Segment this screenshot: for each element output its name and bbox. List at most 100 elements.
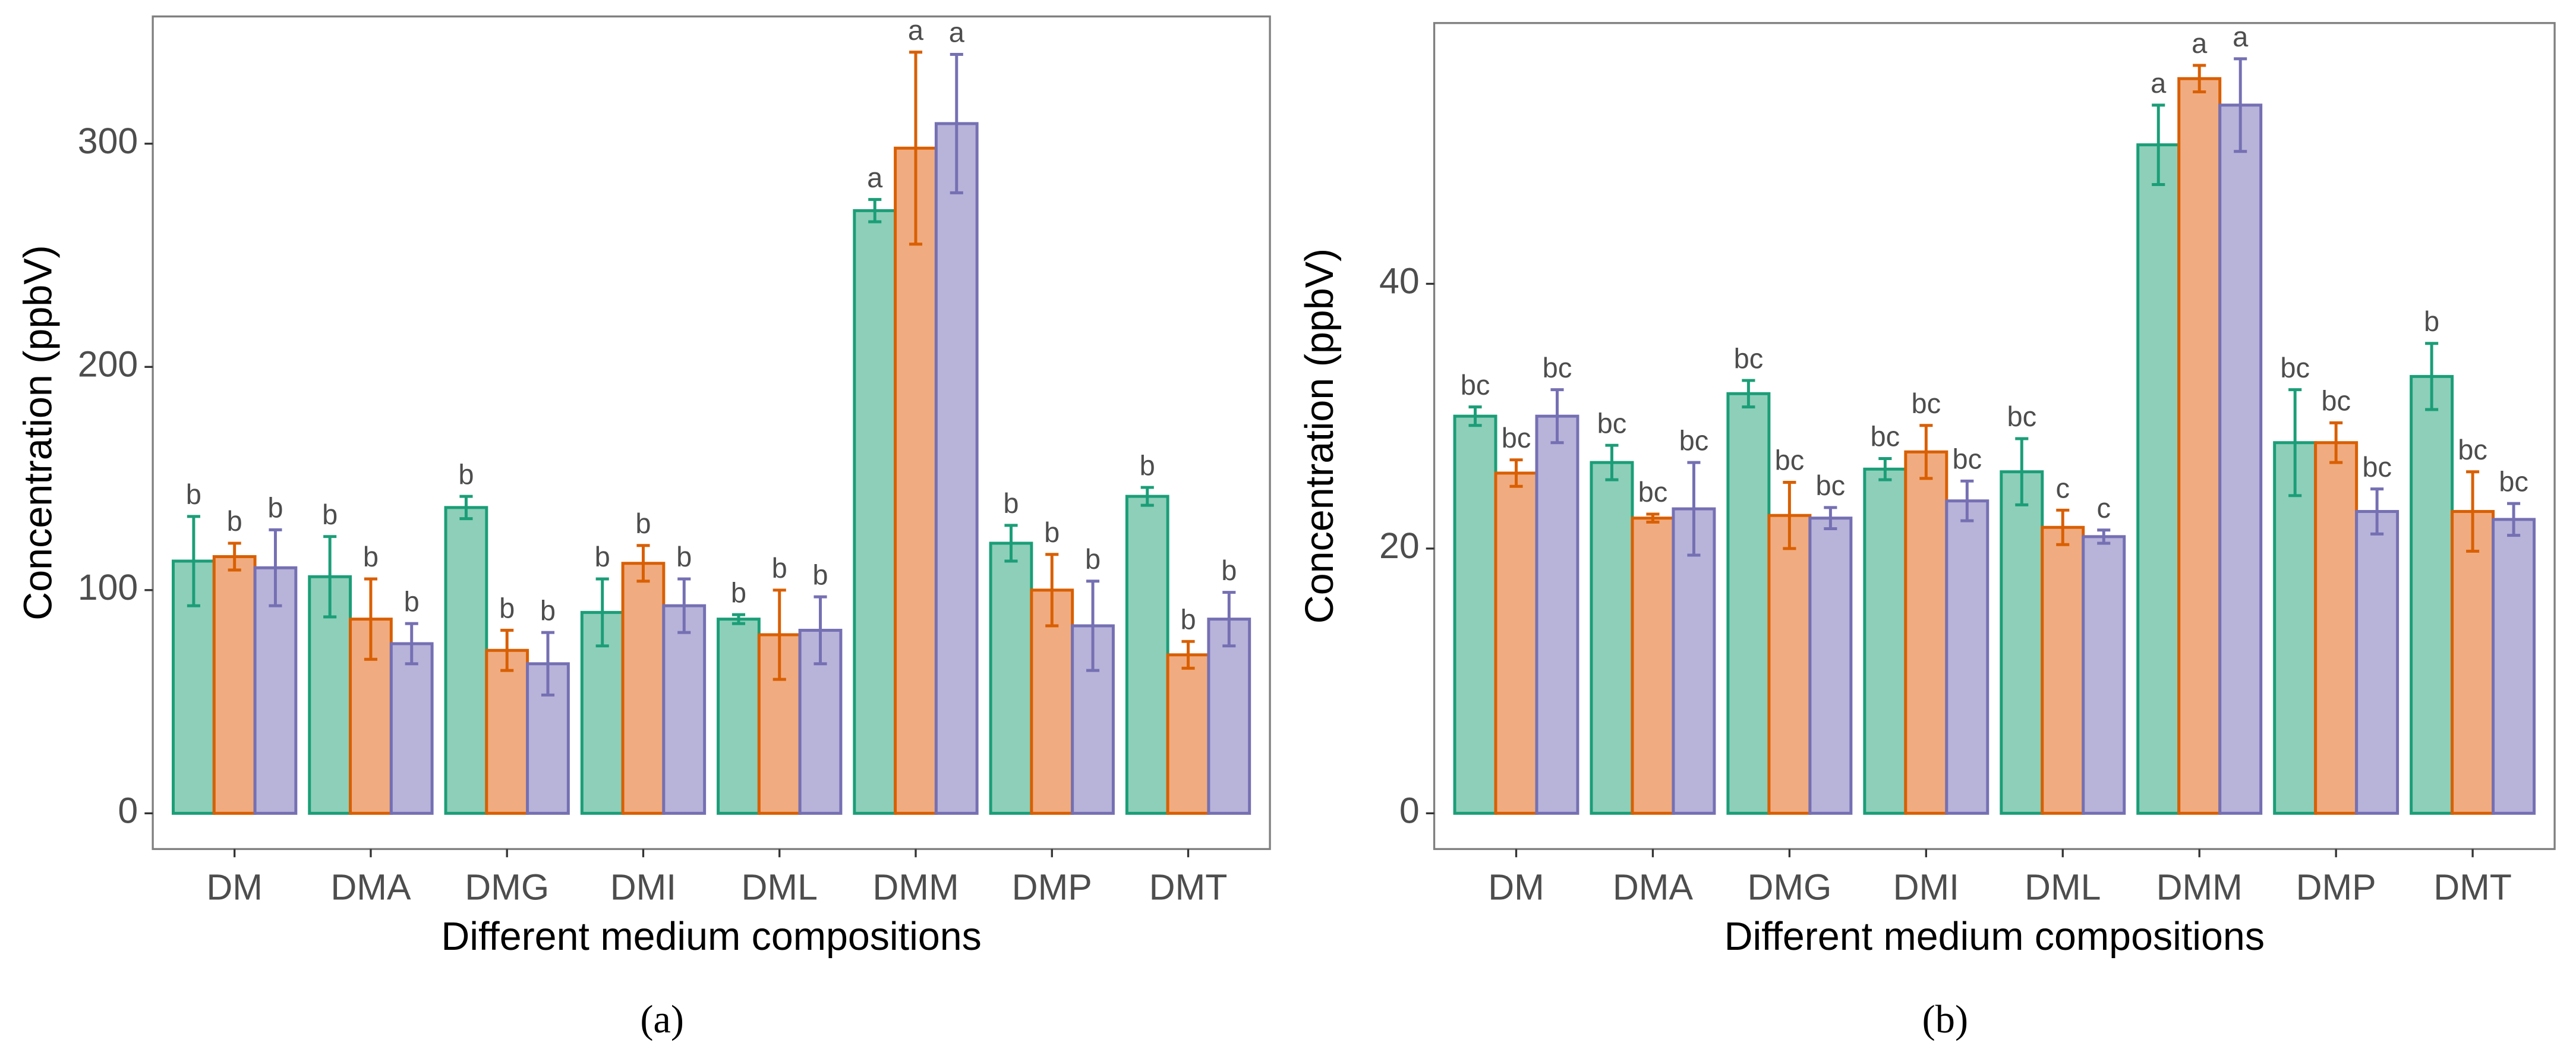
- caption: (b): [1922, 998, 1968, 1041]
- error-bar: [1824, 506, 1837, 530]
- error-bar: [2425, 342, 2439, 411]
- bar: [1863, 467, 1907, 815]
- y-tick-label: 300: [78, 121, 138, 161]
- bar: [2410, 374, 2454, 815]
- y-tick-label: 200: [78, 344, 138, 384]
- x-tick-label: DMI: [610, 867, 676, 908]
- error-bar: [1086, 580, 1100, 672]
- y-tick-label: 40: [1379, 261, 1420, 301]
- significance-label: b: [635, 508, 651, 539]
- bar: [2355, 510, 2400, 815]
- x-tick-label: DMP: [2296, 867, 2376, 908]
- significance-label: bc: [1775, 445, 1805, 476]
- significance-label: bc: [1871, 421, 1900, 452]
- significance-label: bc: [2007, 401, 2036, 432]
- significance-label: b: [595, 541, 610, 572]
- bar: [1726, 392, 1771, 815]
- x-tick-label: DMA: [330, 867, 411, 908]
- error-bar: [732, 613, 746, 625]
- significance-label: b: [363, 541, 379, 572]
- error-bar: [1509, 458, 1523, 488]
- error-bar: [1646, 512, 1660, 524]
- significance-label: bc: [2321, 385, 2351, 417]
- x-tick-label: DMI: [1893, 867, 1959, 908]
- bar: [212, 555, 257, 815]
- error-bar: [1687, 461, 1701, 557]
- bar: [1166, 653, 1210, 815]
- bar: [2218, 103, 2263, 815]
- y-axis-title: Concentration (ppbV): [1298, 248, 1342, 624]
- error-bar: [228, 541, 241, 572]
- error-bar: [323, 535, 337, 619]
- x-tick-label: DML: [2025, 867, 2101, 908]
- error-bar: [814, 595, 827, 666]
- panel-border: [152, 15, 1271, 851]
- x-tick-label: DML: [742, 867, 818, 908]
- x-tick-label: DM: [206, 867, 263, 908]
- significance-label: c: [2097, 492, 2111, 524]
- bar: [2273, 441, 2318, 815]
- error-bar: [541, 631, 555, 697]
- significance-label: b: [458, 458, 474, 490]
- significance-label: bc: [1638, 476, 1668, 508]
- error-bar: [2370, 487, 2384, 536]
- error-bar: [868, 198, 882, 223]
- error-bar: [1960, 479, 1974, 522]
- bar: [1672, 507, 1716, 815]
- error-bar: [2056, 508, 2070, 546]
- significance-label: b: [731, 577, 746, 608]
- significance-label: b: [404, 585, 420, 617]
- error-bar: [677, 577, 691, 634]
- x-tick-label: DMA: [1613, 867, 1694, 908]
- significance-label: bc: [1543, 352, 1572, 383]
- x-tick-label: DMT: [2433, 867, 2512, 908]
- bar: [1030, 588, 1074, 815]
- bar: [1767, 514, 1812, 815]
- bar: [1590, 461, 1634, 815]
- bar: [1904, 450, 1948, 815]
- error-bar: [2329, 421, 2343, 464]
- significance-label: bc: [2362, 451, 2392, 483]
- significance-label: bc: [1502, 422, 1531, 454]
- error-bar: [364, 577, 377, 661]
- x-tick-label: DMG: [1747, 867, 1831, 908]
- bar: [894, 146, 938, 815]
- significance-label: a: [2151, 67, 2167, 99]
- x-axis-title: Different medium compositions: [1724, 915, 2265, 959]
- error-bar: [2507, 502, 2521, 537]
- x-axis-title: Different medium compositions: [441, 915, 981, 959]
- x-tick-label: DMG: [465, 867, 549, 908]
- significance-label: bc: [1679, 424, 1709, 456]
- error-bar: [1605, 443, 1619, 481]
- significance-label: b: [540, 594, 556, 626]
- error-bar: [500, 628, 514, 672]
- bar: [621, 562, 666, 815]
- bar: [389, 642, 434, 815]
- panel-border: [1433, 22, 2556, 851]
- bar: [253, 566, 298, 815]
- significance-label: a: [867, 162, 883, 193]
- error-bar: [2015, 437, 2029, 506]
- error-bar: [2466, 470, 2480, 553]
- significance-label: a: [949, 17, 965, 48]
- error-bar: [405, 622, 418, 666]
- significance-label: bc: [1912, 388, 1941, 419]
- bar: [989, 541, 1033, 815]
- significance-label: b: [772, 552, 787, 584]
- error-bar: [773, 588, 786, 681]
- bar: [717, 618, 761, 815]
- bar: [1535, 414, 1579, 815]
- y-tick-label: 20: [1379, 525, 1420, 566]
- error-bar: [1919, 424, 1933, 480]
- significance-label: b: [1221, 555, 1237, 586]
- x-tick-label: DMT: [1149, 867, 1228, 908]
- bar: [1945, 499, 1989, 815]
- significance-label: bc: [1816, 470, 1846, 501]
- error-bar: [1878, 456, 1892, 481]
- bar: [662, 604, 707, 815]
- error-bar: [1783, 481, 1796, 550]
- error-bar: [2152, 103, 2165, 186]
- y-tick-label: 100: [78, 567, 138, 607]
- significance-label: b: [186, 478, 201, 510]
